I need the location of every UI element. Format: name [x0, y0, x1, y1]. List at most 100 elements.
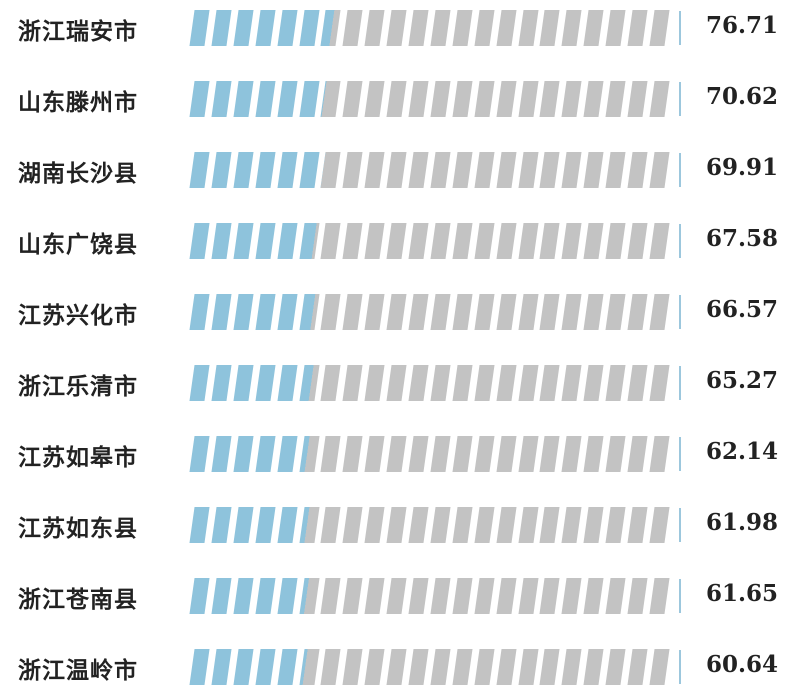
bar-segment-filled	[233, 365, 254, 401]
bar-segment-filled	[189, 649, 210, 685]
bar-segment-empty	[627, 223, 648, 259]
bar-segment-empty	[342, 81, 363, 117]
bar-segment-empty	[583, 507, 604, 543]
bar-segment-empty	[605, 365, 626, 401]
bar-segment-filled	[233, 649, 254, 685]
bar-segment-filled	[277, 649, 298, 685]
bar-segment-filled	[189, 223, 210, 259]
bar-segment-empty	[649, 152, 670, 188]
bar-segment-empty	[364, 223, 385, 259]
bar-segment-empty	[627, 578, 648, 614]
bar-segment-empty	[320, 578, 341, 614]
value-label: 67.58	[706, 225, 779, 252]
bar-segment-filled	[233, 294, 254, 330]
bar-segment-filled	[298, 436, 320, 472]
bar-segment-filled	[298, 10, 320, 46]
bar-segment-empty	[408, 578, 429, 614]
bar-segment-empty	[364, 10, 385, 46]
bar-segment-empty	[430, 365, 451, 401]
bar-segment-filled	[255, 649, 276, 685]
bar-segment-empty	[496, 81, 517, 117]
bar	[189, 578, 672, 614]
bar-segment-empty	[517, 578, 539, 614]
bar-segment-empty	[342, 365, 363, 401]
bar	[189, 365, 672, 401]
bar-segment-empty	[364, 436, 385, 472]
bar-segment-empty	[342, 223, 363, 259]
bar-segment-empty	[364, 81, 385, 117]
value-label: 76.71	[706, 12, 779, 39]
bar-segment-empty	[430, 649, 451, 685]
bar-segment-filled	[255, 507, 276, 543]
bar-end-tick	[679, 650, 681, 684]
bar-segment-empty	[517, 365, 539, 401]
bar-segment-empty	[627, 294, 648, 330]
bar-segment-empty	[408, 10, 429, 46]
bar-segment-empty	[320, 294, 341, 330]
bar-segment-empty	[605, 578, 626, 614]
bar-segment-empty	[386, 507, 407, 543]
bar	[189, 649, 672, 685]
bar-segment-empty	[386, 294, 407, 330]
bar-segment-filled	[277, 365, 298, 401]
bar-segment-empty	[517, 81, 539, 117]
bar-end-tick	[679, 295, 681, 329]
bar-segment-empty	[474, 507, 495, 543]
bar-segment-filled	[277, 223, 298, 259]
bar-segment-empty	[583, 81, 604, 117]
bar-segment-empty	[496, 578, 517, 614]
bar-segment-filled	[255, 294, 276, 330]
bar-segment-filled	[211, 294, 232, 330]
bar-segment-empty	[583, 10, 604, 46]
bar-segment-filled	[255, 223, 276, 259]
bar-row: 山东广饶县 67.58	[0, 221, 800, 261]
bar-segment-empty	[649, 223, 670, 259]
bar-segment-empty	[386, 578, 407, 614]
bar-segment-empty	[320, 365, 341, 401]
bar-segment-filled	[298, 365, 320, 401]
bar-segment-empty	[408, 81, 429, 117]
bar	[189, 223, 672, 259]
bar-segment-empty	[539, 649, 560, 685]
category-label: 江苏如东县	[18, 515, 138, 542]
bar-row: 江苏兴化市 66.57	[0, 292, 800, 332]
bar-segment-empty	[320, 223, 341, 259]
bar-segment-filled	[255, 152, 276, 188]
bar-segment-empty	[408, 365, 429, 401]
bar-segment-empty	[649, 578, 670, 614]
bar-segment-empty	[605, 152, 626, 188]
bar-segment-empty	[539, 152, 560, 188]
bar-segment-empty	[561, 436, 582, 472]
bar-segment-empty	[364, 365, 385, 401]
bar-segment-filled	[211, 223, 232, 259]
bar-segment-empty	[517, 223, 539, 259]
bar-segment-empty	[649, 10, 670, 46]
bar-segment-filled	[211, 649, 232, 685]
bar-segment-empty	[430, 436, 451, 472]
bar-segment-empty	[430, 578, 451, 614]
bar-segment-empty	[649, 436, 670, 472]
bar-segment-filled	[211, 152, 232, 188]
bar-segment-empty	[474, 649, 495, 685]
bar-segment-empty	[539, 436, 560, 472]
bar-segment-empty	[408, 649, 429, 685]
bar-segment-empty	[583, 436, 604, 472]
bar-segment-empty	[496, 365, 517, 401]
bar-segment-filled	[211, 436, 232, 472]
bar	[189, 152, 672, 188]
category-label: 山东滕州市	[18, 89, 138, 116]
category-label: 浙江温岭市	[18, 657, 138, 684]
bar-segment-empty	[539, 507, 560, 543]
bar-segment-empty	[430, 152, 451, 188]
bar-end-tick	[679, 579, 681, 613]
bar-segment-empty	[474, 223, 495, 259]
bar-end-tick	[679, 224, 681, 258]
bar-segment-empty	[517, 649, 539, 685]
bar-segment-empty	[627, 649, 648, 685]
bar-segment-empty	[430, 81, 451, 117]
bar-segment-empty	[649, 365, 670, 401]
value-label: 60.64	[706, 651, 779, 678]
bar-segment-filled	[298, 294, 320, 330]
bar-segment-filled	[233, 10, 254, 46]
bar-segment-filled	[298, 223, 320, 259]
